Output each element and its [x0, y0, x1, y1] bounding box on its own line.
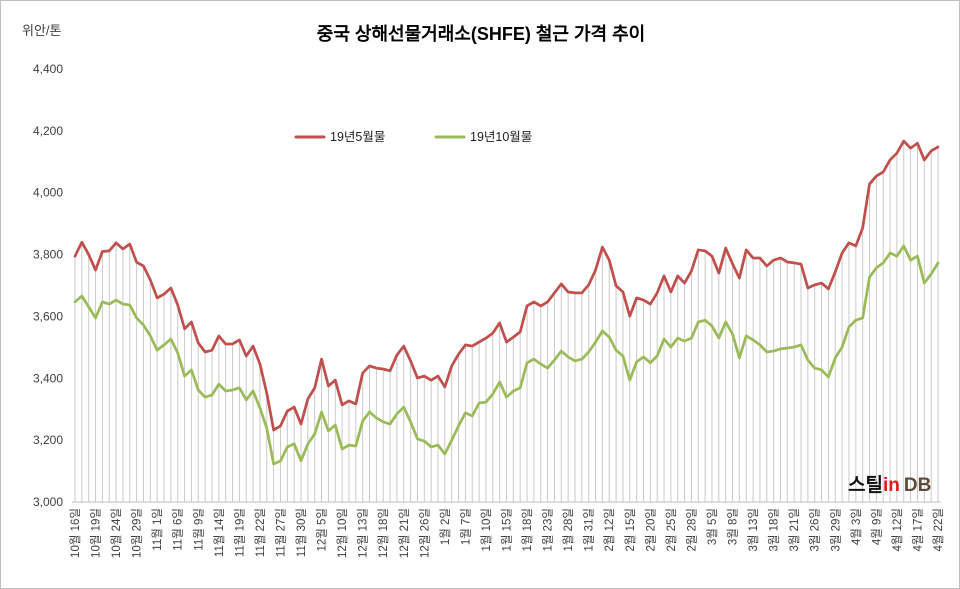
x-tick-label: 11월 19일 — [232, 508, 246, 557]
x-tick-label: 2월 15일 — [623, 508, 637, 552]
x-tick-label: 10월 29일 — [130, 508, 144, 558]
legend-item-may-contract: 19년5월물 — [294, 130, 385, 144]
x-tick-label: 12월 18일 — [376, 508, 390, 558]
x-tick-label: 1월 28일 — [561, 508, 575, 552]
x-tick-label: 10월 24일 — [109, 508, 123, 558]
x-tick-label: 11월 14일 — [212, 508, 226, 557]
x-tick-label: 12월 26일 — [417, 508, 431, 558]
x-tick-label: 1월 31일 — [582, 508, 596, 552]
x-tick-label: 4월 17일 — [910, 508, 924, 552]
y-tick-label: 4,400 — [33, 62, 63, 76]
x-tick-label: 11월 1일 — [150, 508, 164, 551]
chart-title: 중국 상해선물거래소(SHFE) 철근 가격 추이 — [317, 24, 645, 44]
x-tick-label: 2월 25일 — [664, 508, 678, 552]
x-tick-label: 3월 8일 — [726, 508, 740, 545]
legend-label-oct-contract: 19년10월물 — [470, 130, 532, 144]
x-tick-label: 12월 13일 — [356, 508, 370, 558]
x-tick-label: 4월 9일 — [869, 508, 883, 545]
x-tick-label: 3월 29일 — [828, 508, 842, 552]
x-tick-label: 3월 5일 — [705, 508, 719, 545]
x-tick-label: 10월 19일 — [89, 508, 103, 558]
x-tick-label: 11월 22일 — [253, 508, 267, 557]
logo-text-steel: 스틸 — [848, 474, 883, 496]
drop-lines — [74, 141, 939, 502]
x-tick-label: 1월 23일 — [541, 508, 555, 552]
x-tick-label: 1월 18일 — [520, 508, 534, 552]
logo-text-in: in — [883, 475, 900, 496]
x-tick-label: 1월 15일 — [500, 508, 514, 552]
x-tick-label: 1월 10일 — [479, 508, 493, 552]
x-tick-label: 3월 18일 — [767, 508, 781, 552]
x-tick-label: 3월 21일 — [787, 508, 801, 552]
x-tick-label: 11월 9일 — [191, 508, 205, 551]
x-tick-label: 2월 20일 — [643, 508, 657, 552]
y-tick-label: 3,200 — [33, 433, 63, 447]
x-tick-label: 11월 6일 — [171, 508, 185, 551]
x-tick-label: 1월 7일 — [458, 508, 472, 545]
legend-label-may-contract: 19년5월물 — [330, 130, 385, 144]
x-tick-label: 2월 12일 — [602, 508, 616, 552]
series-line-may-contract — [73, 139, 940, 432]
y-tick-label: 3,000 — [33, 495, 63, 509]
y-axis-tick-labels: 3,000 3,200 3,400 3,600 3,800 4,000 4,200 4,400 — [33, 62, 63, 509]
y-tick-label: 4,000 — [33, 186, 63, 200]
x-tick-label: 11월 30일 — [294, 508, 308, 557]
x-tick-label: 11월 27일 — [273, 508, 287, 557]
y-tick-label: 3,400 — [33, 371, 63, 385]
x-tick-label: 3월 26일 — [808, 508, 822, 552]
y-tick-label: 3,800 — [33, 248, 63, 262]
x-axis-tick-labels: 10월 16일 10월 19일 10월 24일 10월 29일 11월 1일 11월 6일… — [68, 508, 945, 558]
x-tick-label: 2월 28일 — [684, 508, 698, 552]
x-tick-label: 12월 10일 — [335, 508, 349, 558]
series-line-oct-contract — [73, 244, 940, 466]
logo-text-db: DB — [904, 475, 931, 496]
y-tick-label: 4,200 — [33, 124, 63, 138]
steelin-db-logo: 스틸in DB — [848, 474, 931, 496]
x-tick-label: 4월 3일 — [849, 508, 863, 545]
x-tick-label: 4월 22일 — [931, 508, 945, 552]
y-tick-label: 3,600 — [33, 309, 63, 323]
series-lines — [73, 139, 940, 466]
x-tick-label: 12월 5일 — [315, 508, 329, 552]
x-tick-label: 10월 16일 — [68, 508, 82, 558]
x-tick-label: 12월 21일 — [397, 508, 411, 558]
x-tick-label: 4월 12일 — [890, 508, 904, 552]
x-tick-label: 1월 2일 — [438, 508, 452, 545]
legend: 19년5월물 19년10월물 — [294, 130, 532, 144]
y-axis-unit-label: 위안/톤 — [22, 23, 62, 38]
x-tick-label: 3월 13일 — [746, 508, 760, 552]
legend-item-oct-contract: 19년10월물 — [434, 130, 532, 144]
